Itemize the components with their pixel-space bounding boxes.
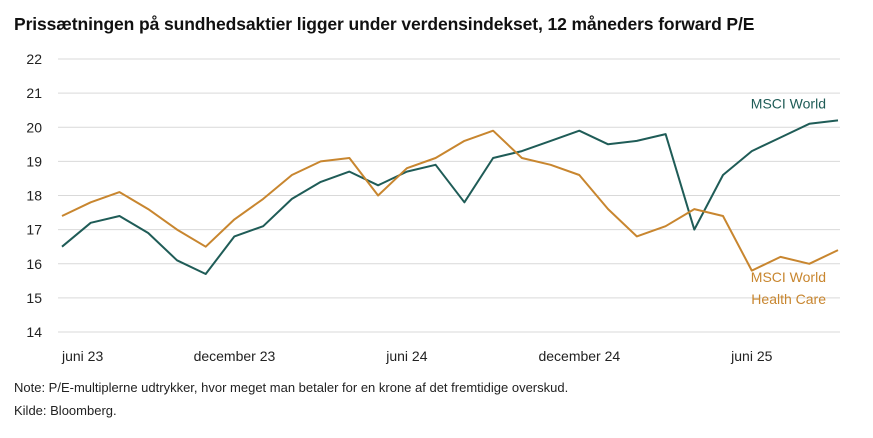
x-tick-label: juni 23 — [61, 348, 103, 364]
x-tick-label: juni 24 — [385, 348, 427, 364]
y-tick-label: 16 — [26, 256, 42, 272]
y-tick-label: 21 — [26, 85, 42, 101]
y-tick-label: 14 — [26, 324, 42, 340]
x-tick-label: december 24 — [538, 348, 620, 364]
series-label: MSCI World — [751, 269, 826, 285]
chart-source: Kilde: Bloomberg. — [14, 403, 117, 418]
y-axis-tick-labels: 14 15 16 17 18 19 20 21 22 — [26, 51, 42, 340]
x-axis-tick-labels: juni 23 december 23 juni 24 december 24 juni… — [61, 348, 773, 364]
y-tick-label: 18 — [26, 188, 42, 204]
series-line-msci-world — [61, 119, 839, 275]
series-label: Health Care — [751, 291, 826, 307]
y-tick-label: 20 — [26, 119, 42, 135]
series-line-health-care — [61, 129, 839, 272]
chart-note: Note: P/E-multiplerne udtrykker, hvor me… — [14, 380, 569, 395]
y-tick-label: 19 — [26, 153, 42, 169]
series-label: MSCI World — [751, 95, 826, 111]
y-tick-label: 15 — [26, 290, 42, 306]
y-tick-label: 17 — [26, 222, 42, 238]
series-labels: MSCI World MSCI World Health Care — [751, 95, 826, 307]
x-tick-label: juni 25 — [730, 348, 772, 364]
gridlines — [58, 58, 840, 333]
chart-title: Prissætningen på sundhedsaktier ligger u… — [14, 14, 755, 34]
y-tick-label: 22 — [26, 51, 42, 67]
series-lines — [61, 119, 839, 275]
x-tick-label: december 23 — [194, 348, 276, 364]
